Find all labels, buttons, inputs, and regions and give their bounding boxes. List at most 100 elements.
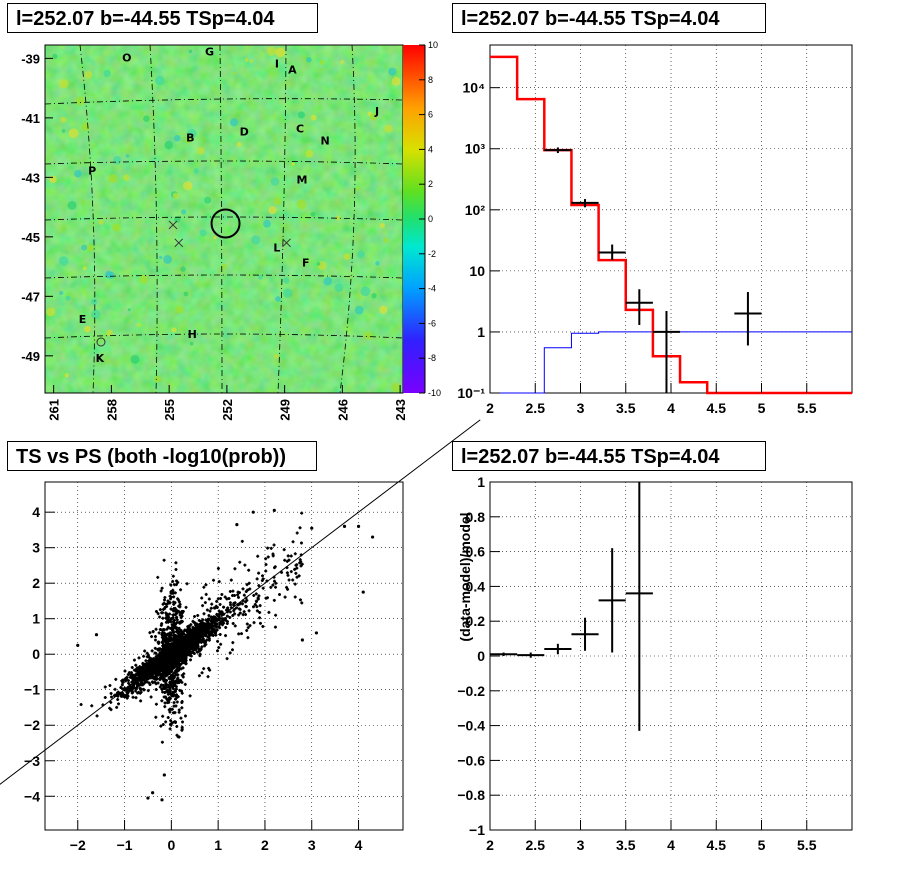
sky-map-patch bbox=[379, 305, 388, 314]
sky-map-patch bbox=[137, 323, 141, 328]
spectrum-grid bbox=[490, 45, 852, 393]
cross-marker bbox=[174, 238, 184, 248]
colorbar-tick-label: 10 bbox=[428, 40, 438, 50]
sky-map-patch bbox=[87, 244, 95, 252]
scatter-point bbox=[310, 526, 314, 530]
sky-map-patch bbox=[103, 69, 111, 78]
sky-map-patch bbox=[183, 291, 189, 297]
x-tick-label: 4.5 bbox=[707, 400, 727, 416]
sky-map-patch bbox=[123, 174, 130, 181]
y-tick-label: 1 bbox=[477, 324, 485, 340]
sky-map-patch bbox=[106, 329, 113, 337]
sky-map-patch bbox=[213, 236, 217, 240]
colorbar-tick-label: 0 bbox=[428, 214, 433, 224]
sky-map-patch bbox=[174, 216, 181, 223]
sky-map-patch bbox=[283, 277, 290, 284]
sky-map-patch bbox=[188, 49, 193, 54]
x-tick-label: 246 bbox=[335, 399, 350, 421]
sky-map-patch bbox=[275, 47, 286, 58]
sky-map-patch bbox=[297, 111, 305, 119]
source-label: B bbox=[186, 132, 194, 145]
scatter-point bbox=[162, 773, 166, 777]
colorbar-tick-label: 4 bbox=[428, 144, 433, 154]
sky-map-patch bbox=[319, 59, 325, 65]
residual-y-axis-label: (data-model)/model bbox=[457, 512, 473, 641]
x-tick-label: 0 bbox=[167, 837, 175, 853]
y-tick-label: −1 bbox=[469, 822, 485, 838]
y-tick-label: -45 bbox=[21, 230, 40, 245]
x-tick-label: 3 bbox=[577, 400, 585, 416]
x-tick-label: 252 bbox=[220, 399, 235, 421]
scatter-y-ticks: −4 −3 −2 −1 0 1 2 3 4 bbox=[24, 504, 55, 804]
sky-map-patch bbox=[172, 192, 179, 199]
sky-map-patch bbox=[296, 199, 307, 210]
source-label: I bbox=[275, 57, 279, 70]
x-tick-label: 3 bbox=[308, 837, 316, 853]
y-tick-label: -41 bbox=[21, 111, 40, 126]
scatter-reference-line bbox=[0, 419, 481, 785]
scatter-point bbox=[76, 643, 80, 647]
sky-map-patch bbox=[163, 254, 173, 264]
sky-map-patch bbox=[305, 149, 314, 158]
sky-map-x-ticks: 261 258 255 252 249 246 243 bbox=[47, 385, 408, 421]
y-tick-label: 1 bbox=[477, 474, 485, 490]
source-label: C bbox=[296, 123, 304, 136]
sky-map-patch bbox=[60, 116, 67, 123]
x-tick-label: 2 bbox=[261, 837, 269, 853]
sky-map-patch bbox=[383, 237, 389, 243]
colorbar-tick-label: 2 bbox=[428, 179, 433, 189]
x-tick-label: 4 bbox=[667, 400, 675, 416]
sky-map-patch bbox=[221, 263, 228, 270]
sky-map-patch bbox=[379, 222, 385, 228]
sky-map-patch bbox=[249, 59, 254, 64]
sky-map-patch bbox=[266, 46, 277, 56]
sky-map-patch bbox=[125, 154, 130, 158]
source-label: P bbox=[88, 164, 96, 177]
sky-map-patch bbox=[81, 122, 90, 131]
sky-map-patch bbox=[310, 211, 316, 217]
spectrum-y-ticks: 10⁻¹ 1 10 10² 10³ 10⁴ bbox=[457, 80, 500, 401]
y-tick-label: 2 bbox=[32, 575, 40, 591]
spectrum-panel: 2 2.5 3 3.5 4 4.5 5 5.5 10⁻¹ 1 10 10² 10³ 10⁴ bbox=[457, 44, 853, 416]
x-tick-label: −1 bbox=[117, 837, 133, 853]
sky-map-patch bbox=[98, 219, 104, 225]
colorbar-tick-label: 6 bbox=[428, 110, 433, 120]
position-circle bbox=[210, 208, 241, 239]
sky-map-patch bbox=[236, 142, 242, 148]
sky-map-title: l=252.07 b=-44.55 TSp=4.04 bbox=[7, 3, 318, 33]
sky-map-patch bbox=[143, 115, 150, 122]
source-label: E bbox=[79, 313, 87, 326]
sky-map-patch bbox=[371, 293, 377, 299]
cross-marker bbox=[168, 220, 178, 230]
sky-map-meridian bbox=[149, 44, 158, 394]
source-label: O bbox=[122, 51, 131, 64]
small-circle-marker bbox=[96, 337, 106, 347]
sky-map-patch bbox=[49, 175, 57, 184]
y-tick-label: 10³ bbox=[465, 141, 486, 157]
sky-map-patch bbox=[154, 375, 161, 383]
sky-map-patch bbox=[127, 308, 131, 312]
sky-map-patch bbox=[183, 181, 193, 191]
x-tick-label: 5.5 bbox=[797, 837, 817, 853]
sky-map-patches bbox=[46, 46, 401, 393]
scatter-point bbox=[235, 523, 239, 527]
source-label: D bbox=[240, 126, 249, 139]
sky-map-patch bbox=[323, 276, 332, 286]
y-tick-label: -43 bbox=[21, 170, 40, 185]
residual-grid bbox=[490, 482, 852, 830]
sky-map-patch bbox=[91, 298, 98, 305]
sky-map-patch bbox=[335, 215, 341, 221]
sky-map-patch bbox=[375, 261, 380, 266]
sky-map-patch bbox=[181, 209, 187, 215]
scatter-title: TS vs PS (both -log10(prob)) bbox=[7, 441, 317, 471]
y-equals-x-line bbox=[0, 419, 481, 785]
x-tick-label: 5.5 bbox=[797, 400, 817, 416]
sky-map-patch bbox=[75, 96, 85, 106]
y-tick-label: 10 bbox=[469, 263, 485, 279]
residual-y-ticks: −1 −0.8 −0.6 −0.4 −0.2 0 0.2 0.4 0.6 0.8 1 bbox=[457, 474, 500, 838]
x-tick-label: 2.5 bbox=[526, 400, 546, 416]
sky-map-patch bbox=[83, 325, 91, 333]
y-tick-label: 10² bbox=[465, 202, 486, 218]
scatter-point bbox=[342, 524, 347, 528]
